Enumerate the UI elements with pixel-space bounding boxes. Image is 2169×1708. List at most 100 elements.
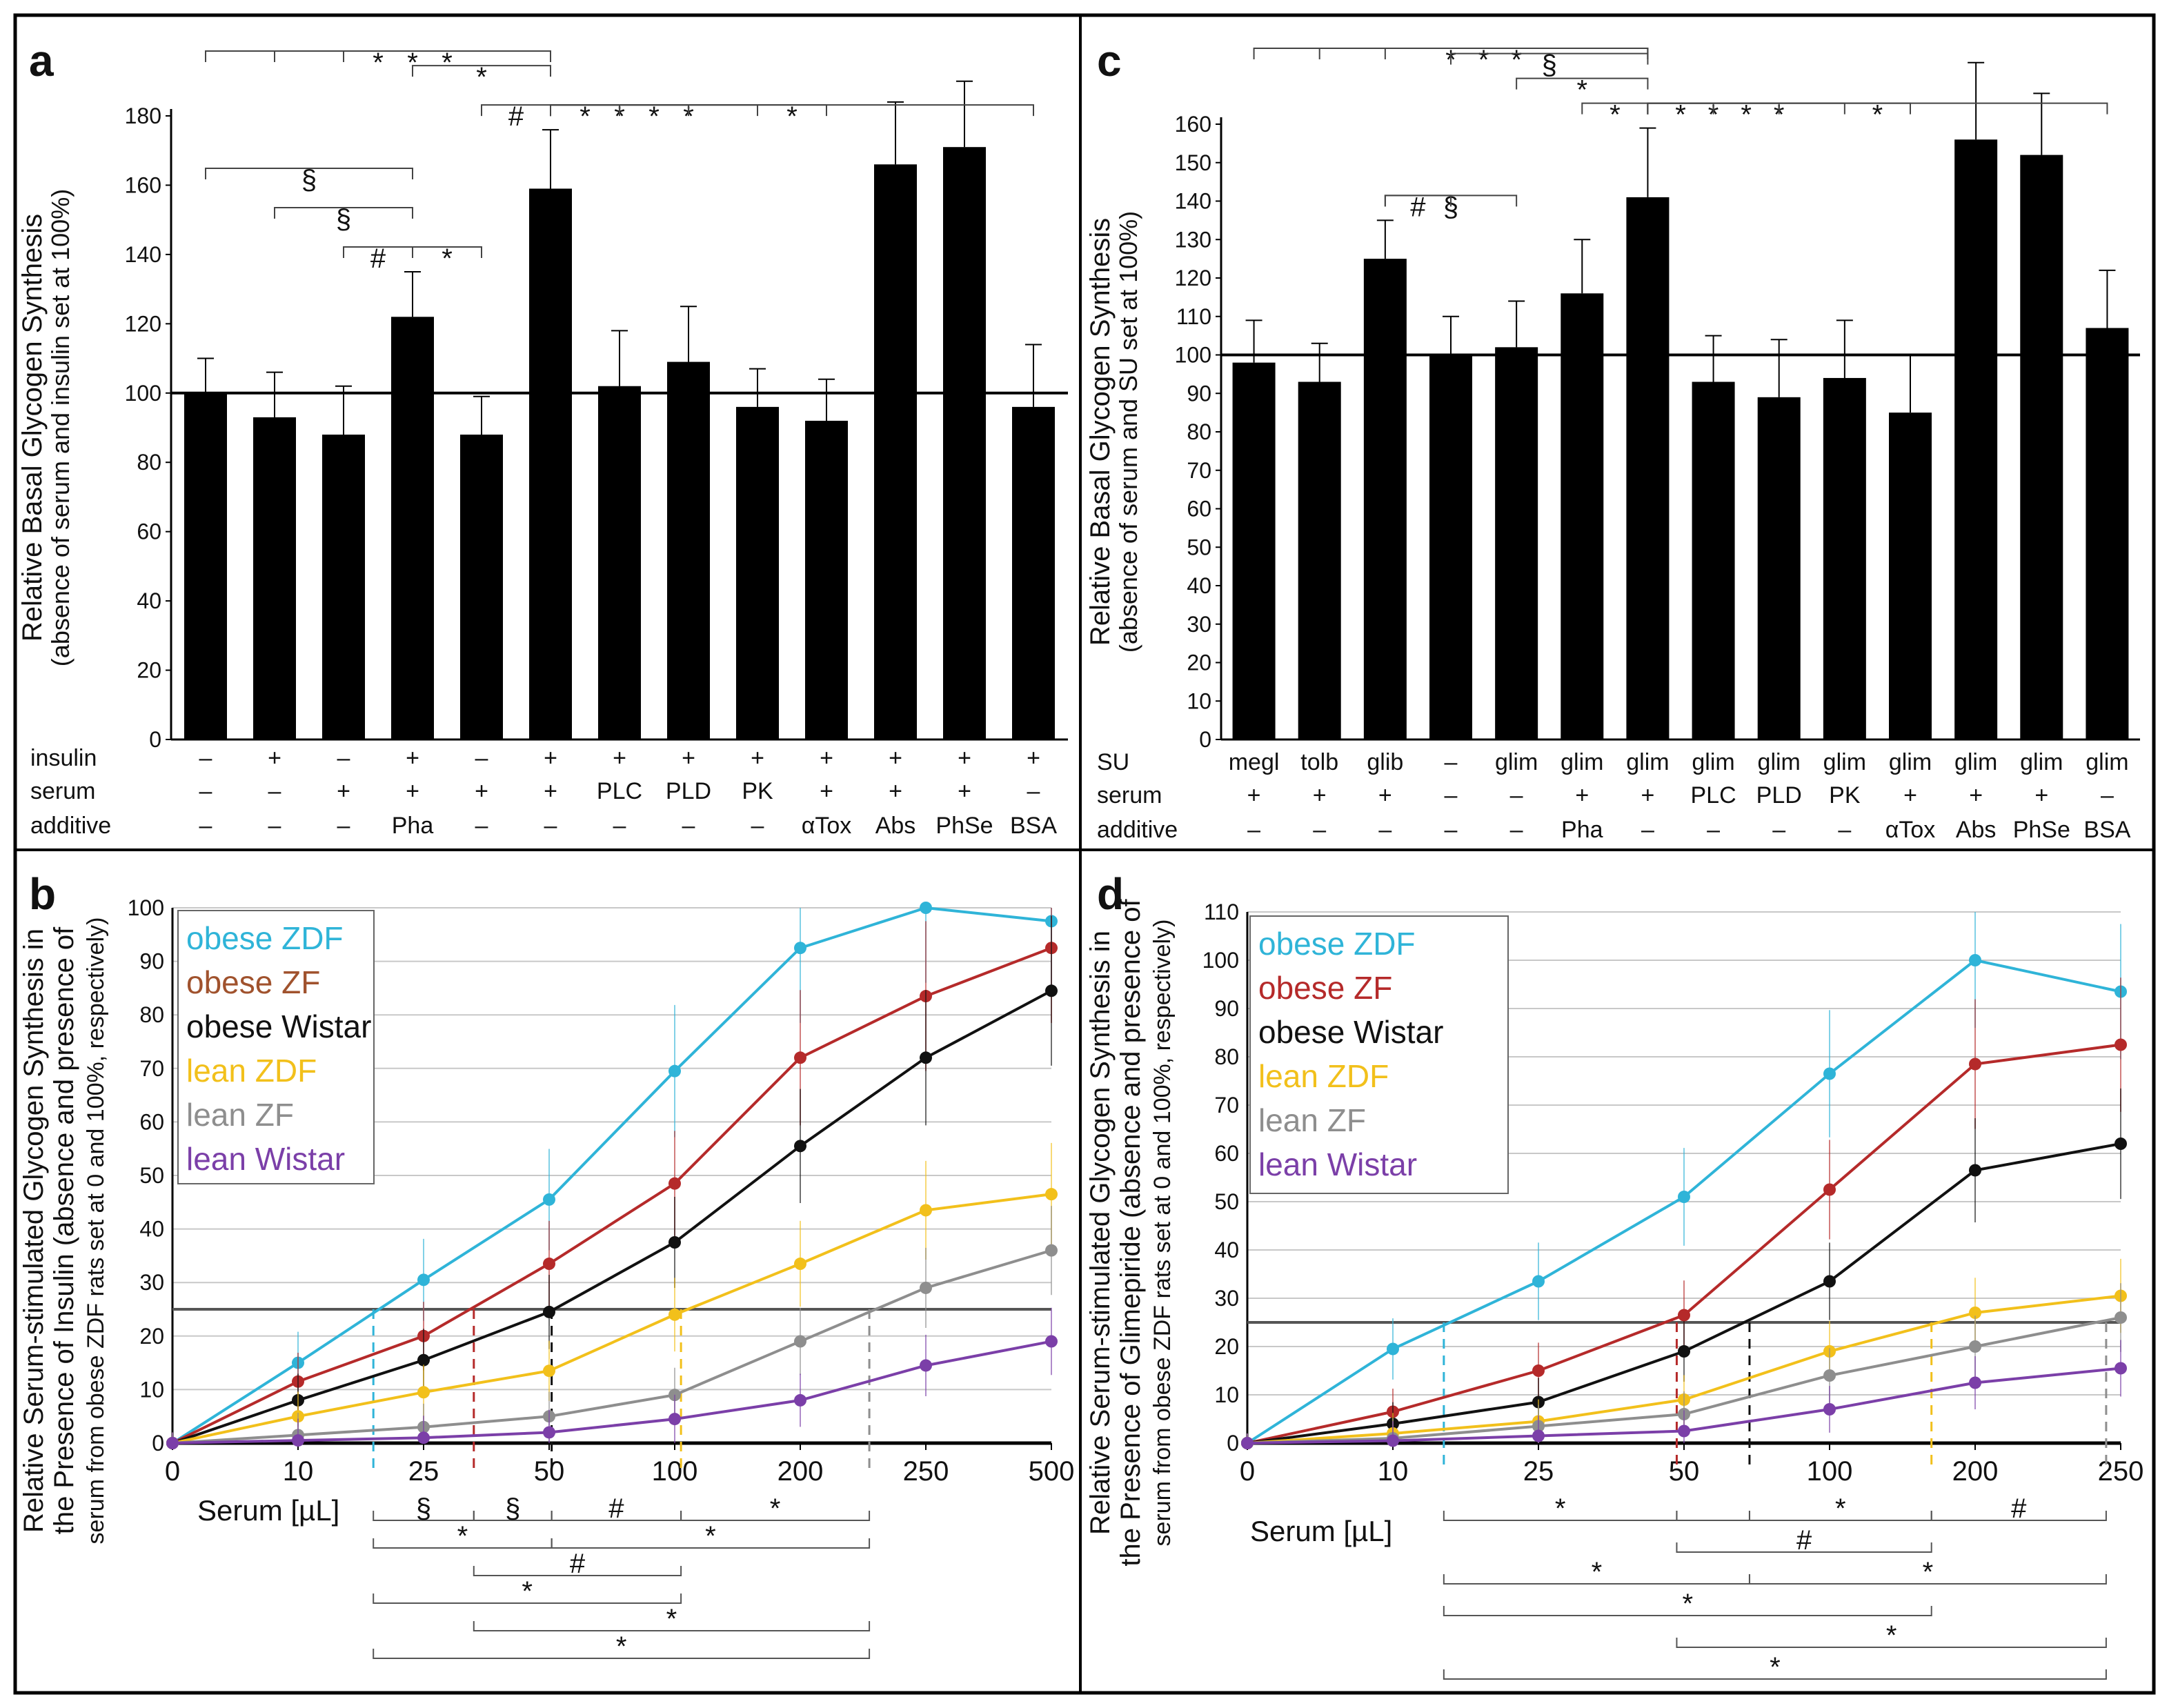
data-point (920, 1359, 932, 1372)
x-tick-label: 250 (903, 1456, 949, 1487)
legend-entry: lean ZF (186, 1097, 294, 1133)
y-tick-label: 20 (1187, 651, 1211, 675)
y-tick-label: 140 (125, 242, 161, 267)
y-tick-label: 90 (1214, 996, 1239, 1021)
condition-value: glim (2020, 749, 2063, 775)
y-axis-title-line: the Presence of Insulin (absence and pre… (49, 926, 79, 1534)
condition-row-label: SU (1097, 749, 1129, 775)
data-point (543, 1426, 555, 1439)
significance-label: * (1610, 100, 1621, 130)
data-point (1532, 1364, 1545, 1377)
data-point (1241, 1437, 1254, 1449)
data-point (2114, 1138, 2127, 1150)
condition-value: – (613, 813, 626, 839)
significance-label: § (416, 1493, 431, 1524)
y-tick-label: 10 (1214, 1382, 1239, 1407)
data-point (166, 1437, 179, 1449)
data-point (794, 1140, 806, 1153)
significance-bracket (412, 246, 482, 258)
significance-label: * (1592, 1557, 1603, 1587)
data-point (1532, 1429, 1545, 1442)
condition-value: – (268, 813, 281, 839)
condition-value: + (1903, 782, 1917, 808)
y-tick-label: 60 (1187, 497, 1211, 522)
condition-row-label: additive (30, 813, 111, 839)
legend-entry: obese Wistar (1258, 1014, 1443, 1050)
significance-label: * (705, 1521, 716, 1551)
significance-bracket (680, 1511, 871, 1521)
panel-frames (13, 13, 2156, 1695)
bar (1954, 139, 1998, 740)
significance-bracket (1516, 77, 1649, 90)
data-point (920, 1051, 932, 1064)
condition-value: – (1313, 817, 1326, 843)
condition-value: megl (1229, 749, 1280, 775)
y-tick-label: 140 (1175, 189, 1211, 214)
significance-label: # (1410, 192, 1426, 222)
condition-value: + (958, 778, 971, 804)
significance-bracket (343, 50, 551, 62)
y-tick-label: 100 (128, 895, 164, 920)
significance-label: * (1741, 100, 1752, 130)
y-tick-label: 110 (1176, 304, 1211, 329)
condition-value: + (1575, 782, 1589, 808)
data-point (1823, 1403, 1836, 1416)
legend-entry: lean ZF (1258, 1102, 1366, 1138)
bar (1232, 362, 1276, 739)
significance-label: # (2011, 1493, 2027, 1524)
condition-value: – (1445, 817, 1458, 843)
condition-value: + (682, 745, 695, 771)
data-point (1823, 1067, 1836, 1080)
significance-label: # (570, 1549, 586, 1579)
condition-value: – (337, 745, 350, 771)
x-tick-label: 10 (283, 1456, 314, 1487)
condition-value: αTox (1885, 817, 1936, 843)
bar (2086, 328, 2129, 740)
significance-label: * (407, 48, 418, 78)
condition-value: + (1378, 782, 1392, 808)
condition-value: – (1641, 817, 1654, 843)
x-tick-label: 10 (1378, 1456, 1409, 1487)
significance-label: § (336, 204, 351, 235)
condition-value: + (337, 778, 350, 804)
data-point (417, 1431, 430, 1444)
data-point (1532, 1275, 1545, 1288)
series-line (172, 989, 1052, 1444)
y-axis-title-line: Relative Serum-stimulated Glycogen Synth… (19, 929, 49, 1533)
y-tick-label: 0 (1227, 1431, 1239, 1456)
significance-bracket (373, 1649, 871, 1659)
significance-label: § (1443, 192, 1458, 222)
chart-panel-d: 0 10 20 30 40 50 60 70 80 90 100 110 0 10 25 50 100 200 25… (1085, 899, 2143, 1682)
legend-entry: obese Wistar (186, 1009, 371, 1044)
data-point (2114, 1362, 2127, 1375)
bar (1012, 406, 1055, 739)
significance-bracket (550, 104, 620, 117)
condition-value: BSA (2083, 817, 2130, 843)
data-point (668, 1064, 681, 1078)
y-tick-label: 70 (139, 1056, 164, 1081)
condition-value: – (199, 778, 212, 804)
condition-value: Abs (1956, 817, 1997, 843)
chart-panel-c: 0 10 20 30 40 50 60 70 80 90 100 110 120 130 140 150 160… (1085, 45, 2140, 843)
condition-value: – (544, 813, 557, 839)
condition-value: – (682, 813, 695, 839)
significance-bracket (1748, 1574, 2107, 1585)
y-tick-label: 80 (137, 450, 161, 475)
significance-bracket (412, 65, 551, 77)
data-point (1387, 1342, 1399, 1356)
y-tick-label: 10 (139, 1377, 164, 1402)
condition-value: + (406, 778, 419, 804)
data-point (794, 1335, 806, 1348)
data-point (1969, 1376, 1981, 1389)
condition-value: – (1838, 817, 1851, 843)
data-point (1969, 1164, 1981, 1177)
condition-value: – (1445, 782, 1458, 808)
condition-value: Pha (1561, 817, 1603, 843)
data-point (794, 1051, 806, 1064)
y-tick-label: 130 (1175, 227, 1211, 252)
panel-label-b: b (29, 869, 56, 919)
data-point (668, 1236, 681, 1249)
condition-value: BSA (1010, 813, 1057, 839)
condition-value: + (475, 778, 488, 804)
condition-value: PLD (1756, 782, 1802, 808)
